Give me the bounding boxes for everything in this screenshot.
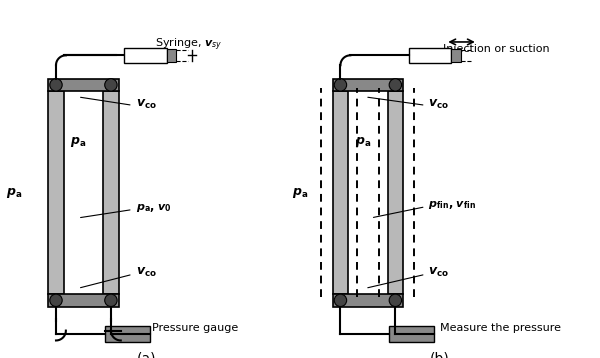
- Bar: [333, 91, 348, 294]
- Text: Syringe, $\bfit{v}$$_{sy}$: Syringe, $\bfit{v}$$_{sy}$: [155, 37, 223, 53]
- Text: $\bfit{p}$$_\mathbf{a}$: $\bfit{p}$$_\mathbf{a}$: [70, 135, 86, 149]
- Text: $\bfit{v}$$_\mathbf{co}$: $\bfit{v}$$_\mathbf{co}$: [428, 266, 449, 280]
- Text: $\bfit{v}$$_\mathbf{co}$: $\bfit{v}$$_\mathbf{co}$: [136, 266, 157, 280]
- Text: $\bfit{p}$$_\mathbf{fin}$$\mathbf{,}$ $\bfit{v}$$_\mathbf{fin}$: $\bfit{p}$$_\mathbf{fin}$$\mathbf{,}$ $\…: [428, 199, 476, 211]
- Circle shape: [50, 79, 62, 91]
- Text: (a): (a): [137, 352, 157, 358]
- Text: (b): (b): [430, 352, 449, 358]
- Bar: [64, 91, 103, 294]
- Circle shape: [105, 294, 117, 306]
- Bar: [104, 326, 149, 342]
- Bar: [388, 91, 403, 294]
- Bar: [48, 294, 119, 307]
- Bar: [48, 91, 64, 294]
- Circle shape: [50, 294, 62, 306]
- Text: Measure the pressure: Measure the pressure: [440, 323, 561, 333]
- Text: $\bfit{v}$$_\mathbf{co}$: $\bfit{v}$$_\mathbf{co}$: [428, 98, 449, 111]
- Bar: [48, 78, 119, 91]
- Bar: [167, 49, 176, 62]
- Text: Injection or suction: Injection or suction: [443, 44, 549, 54]
- Text: $\bfit{p}$$_\mathbf{a}$: $\bfit{p}$$_\mathbf{a}$: [6, 185, 23, 200]
- Text: Pressure gauge: Pressure gauge: [152, 323, 239, 333]
- Circle shape: [105, 79, 117, 91]
- Text: $\bfit{v}$$_\mathbf{co}$: $\bfit{v}$$_\mathbf{co}$: [136, 98, 157, 111]
- Circle shape: [389, 79, 401, 91]
- Bar: [333, 294, 403, 307]
- Bar: [124, 48, 167, 63]
- Circle shape: [334, 79, 347, 91]
- Text: $\bfit{p}$$_\mathbf{a}$: $\bfit{p}$$_\mathbf{a}$: [292, 185, 308, 200]
- Circle shape: [389, 294, 401, 306]
- Bar: [389, 326, 434, 342]
- Bar: [348, 91, 388, 294]
- Bar: [409, 48, 451, 63]
- Bar: [333, 78, 403, 91]
- Text: $\bfit{p}$$_\mathbf{a}$$\mathbf{,}$ $\bfit{v}$$_\mathbf{0}$: $\bfit{p}$$_\mathbf{a}$$\mathbf{,}$ $\bf…: [136, 202, 172, 214]
- Bar: [451, 49, 461, 62]
- Bar: [103, 91, 119, 294]
- Text: $\bfit{p}$$_\mathbf{a}$: $\bfit{p}$$_\mathbf{a}$: [355, 135, 372, 149]
- Circle shape: [334, 294, 347, 306]
